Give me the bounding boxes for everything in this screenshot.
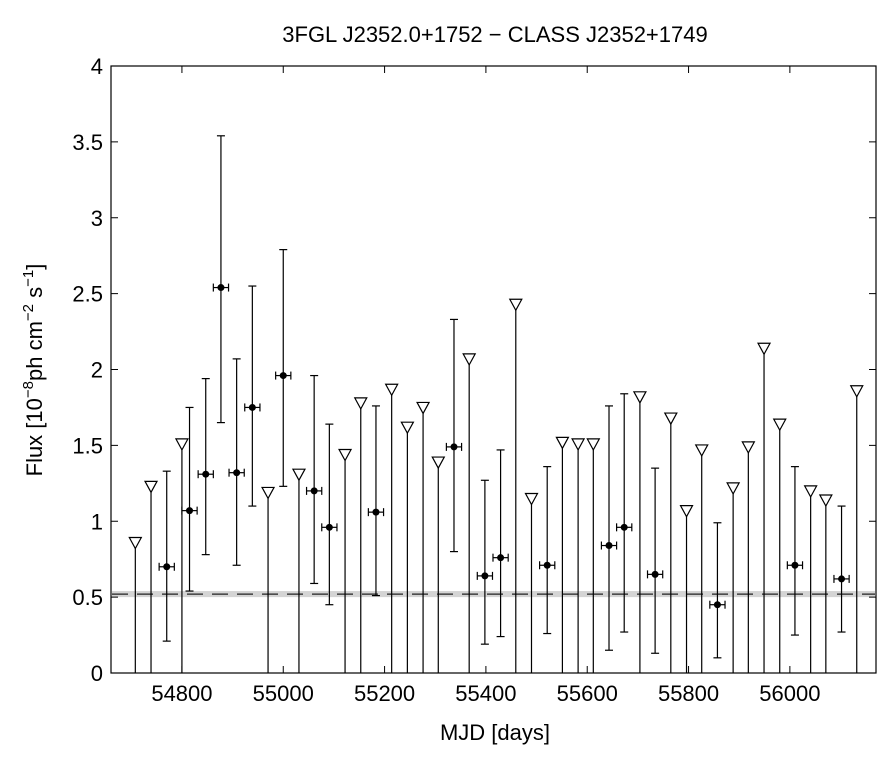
detection-point — [481, 572, 489, 580]
upper-limit-marker — [741, 441, 756, 455]
upper-limit-marker — [144, 480, 159, 494]
upper-limit-marker — [803, 485, 818, 499]
detection-point — [543, 561, 551, 569]
detections-group — [158, 135, 850, 659]
y-axis-label-s: s — [22, 287, 47, 304]
plot-area-frame — [110, 65, 877, 674]
upper-limit-marker — [849, 385, 864, 398]
detection-point — [233, 469, 241, 477]
upper-limit-marker — [128, 536, 143, 550]
detection-point — [838, 575, 846, 583]
upper-limit-marker — [726, 482, 741, 496]
detection-point — [791, 561, 799, 569]
y-tick-label: 3 — [91, 206, 103, 231]
upper-limit-marker — [679, 505, 694, 518]
y-axis-label-exp2: −2 — [20, 304, 37, 321]
x-tick-label: 55000 — [253, 681, 314, 706]
y-tick-label: 2 — [91, 358, 103, 383]
reference-line-group — [112, 591, 875, 598]
y-axis-label-prefix: Flux [10 — [22, 398, 47, 476]
y-axis-label-exp1: −8 — [20, 381, 37, 398]
upper-limit-marker — [757, 342, 772, 356]
detection-point — [497, 554, 505, 562]
detection-point — [202, 470, 210, 478]
upper-limit-marker — [663, 412, 678, 426]
y-tick-label: 1 — [91, 509, 103, 534]
upper-limit-marker — [524, 492, 539, 506]
detection-point — [163, 563, 171, 571]
detection-point — [248, 403, 256, 411]
y-axis-label-exp3: −1 — [20, 270, 37, 287]
x-axis-label: MJD [days] — [440, 720, 550, 745]
x-tick-label: 55600 — [557, 681, 618, 706]
axis-ticks-group: 54800 55000 55200 55400 55600 55800 56000 0 0.5 1… — [72, 54, 876, 706]
y-tick-label: 0.5 — [72, 585, 103, 610]
chart-title: 3FGL J2352.0+1752 − CLASS J2352+1749 — [282, 22, 707, 47]
upper-limit-marker — [261, 486, 276, 500]
upper-limit-marker — [508, 298, 523, 312]
detection-point — [186, 507, 194, 515]
detection-point — [605, 542, 613, 550]
upper-limits-group — [128, 298, 864, 673]
detection-point — [450, 443, 458, 451]
x-tick-label: 56000 — [759, 681, 820, 706]
y-axis-label: Flux [10−8ph cm−2 s−1] — [20, 264, 47, 477]
y-tick-label: 4 — [91, 54, 103, 79]
detection-point — [325, 523, 333, 531]
detection-point — [372, 508, 380, 516]
upper-limit-marker — [818, 494, 833, 508]
upper-limit-marker — [291, 468, 306, 482]
detection-point — [310, 487, 318, 495]
upper-limit-marker — [555, 436, 570, 450]
upper-limit-marker — [772, 418, 787, 432]
upper-limit-marker — [694, 444, 709, 458]
upper-limit-marker — [586, 438, 601, 452]
detection-point — [713, 601, 721, 609]
upper-limit-marker — [400, 421, 415, 435]
detection-point — [620, 523, 628, 531]
x-tick-label: 55200 — [354, 681, 415, 706]
detection-point — [217, 284, 225, 292]
y-tick-label: 2.5 — [72, 282, 103, 307]
upper-limit-marker — [353, 397, 368, 411]
upper-limit-marker — [431, 456, 446, 470]
upper-limit-marker — [174, 438, 189, 452]
detection-point — [279, 372, 287, 380]
y-tick-label: 0 — [91, 661, 103, 686]
upper-limit-marker — [632, 391, 647, 405]
upper-limit-marker — [384, 383, 399, 397]
y-tick-label: 3.5 — [72, 130, 103, 155]
y-axis-label-suffix: ] — [22, 264, 47, 270]
upper-limit-marker — [416, 401, 431, 415]
upper-limit-marker — [462, 353, 477, 367]
upper-limit-marker — [571, 438, 586, 452]
detection-point — [651, 570, 659, 578]
upper-limit-marker — [338, 448, 353, 462]
x-tick-label: 55800 — [658, 681, 719, 706]
x-tick-label: 54800 — [151, 681, 212, 706]
y-tick-label: 1.5 — [72, 433, 103, 458]
y-axis-label-mid: ph cm — [22, 321, 47, 381]
x-tick-label: 55400 — [455, 681, 516, 706]
